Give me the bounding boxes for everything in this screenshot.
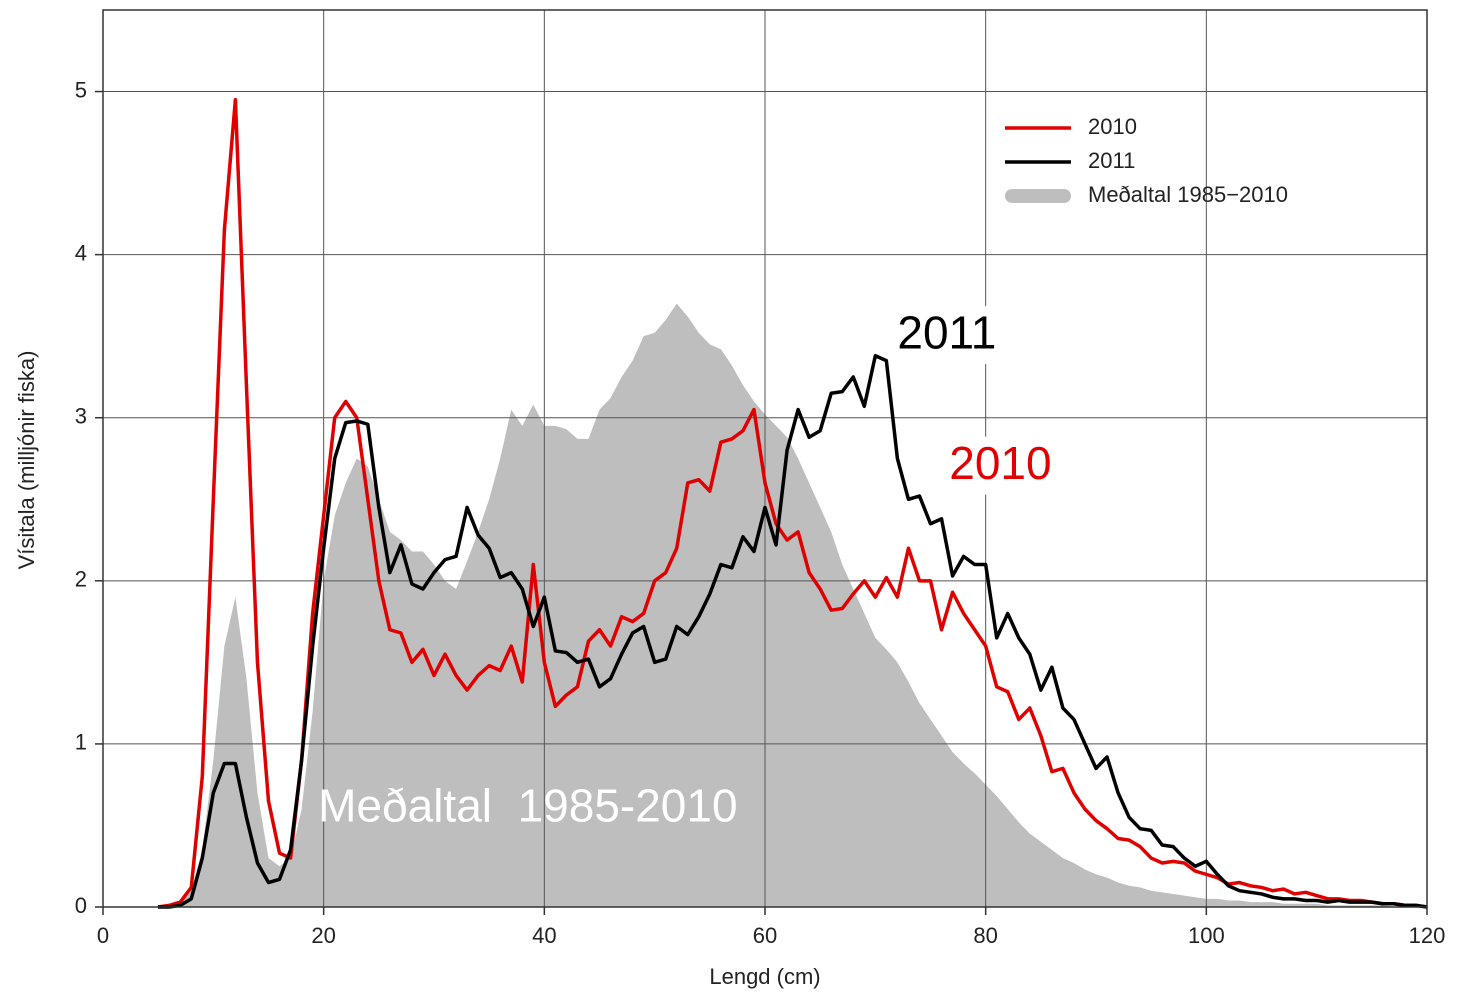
y-axis-label: Vísitala (milljónir fiska)	[14, 351, 39, 570]
x-tick-label: 100	[1188, 923, 1225, 948]
annotation: 2011	[897, 306, 996, 358]
legend-label: 2011	[1088, 148, 1135, 173]
x-tick-label: 120	[1409, 923, 1446, 948]
annotation-bg	[943, 436, 1066, 495]
y-tick-label: 2	[75, 567, 87, 592]
x-tick-label: 40	[532, 923, 556, 948]
line	[158, 354, 1428, 909]
annotation: Meðaltal 1985-2010	[318, 779, 737, 831]
area	[158, 303, 1428, 908]
legend-label: Meðaltal 1985−2010	[1088, 182, 1288, 207]
annotation: 2010	[949, 437, 1051, 489]
x-tick-label: 80	[973, 923, 997, 948]
x-tick-label: 60	[753, 923, 777, 948]
x-tick-label: 0	[97, 923, 109, 948]
annotation-bg	[891, 306, 1014, 365]
legend-label: 2010	[1088, 114, 1137, 139]
x-axis-label: Lengd (cm)	[709, 964, 820, 989]
y-tick-label: 0	[75, 893, 87, 918]
y-tick-label: 5	[75, 77, 87, 102]
x-tick-label: 20	[311, 923, 335, 948]
line	[157, 97, 1428, 909]
legend-swatch	[1005, 189, 1071, 203]
y-tick-label: 3	[75, 404, 87, 429]
y-tick-label: 4	[75, 240, 87, 265]
y-tick-label: 1	[75, 730, 87, 755]
